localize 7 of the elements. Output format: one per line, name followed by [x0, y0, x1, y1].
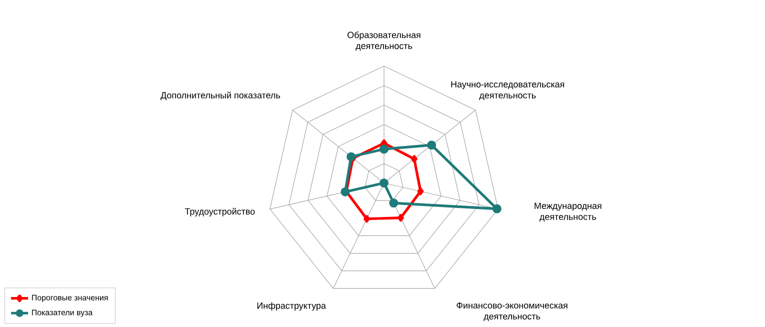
spoke-label: Дополнительный показатель	[160, 92, 280, 100]
spoke-label: Финансово-экономическая деятельность	[456, 302, 568, 322]
spoke-label: Научно-исследовательская деятельность	[451, 81, 564, 100]
spoke-label: Международная деятельность	[534, 202, 602, 222]
spoke-label: Трудоустройство	[184, 208, 255, 216]
spoke-label: Инфраструктура	[257, 302, 326, 311]
spoke-label: Образовательная деятельность	[348, 31, 420, 51]
